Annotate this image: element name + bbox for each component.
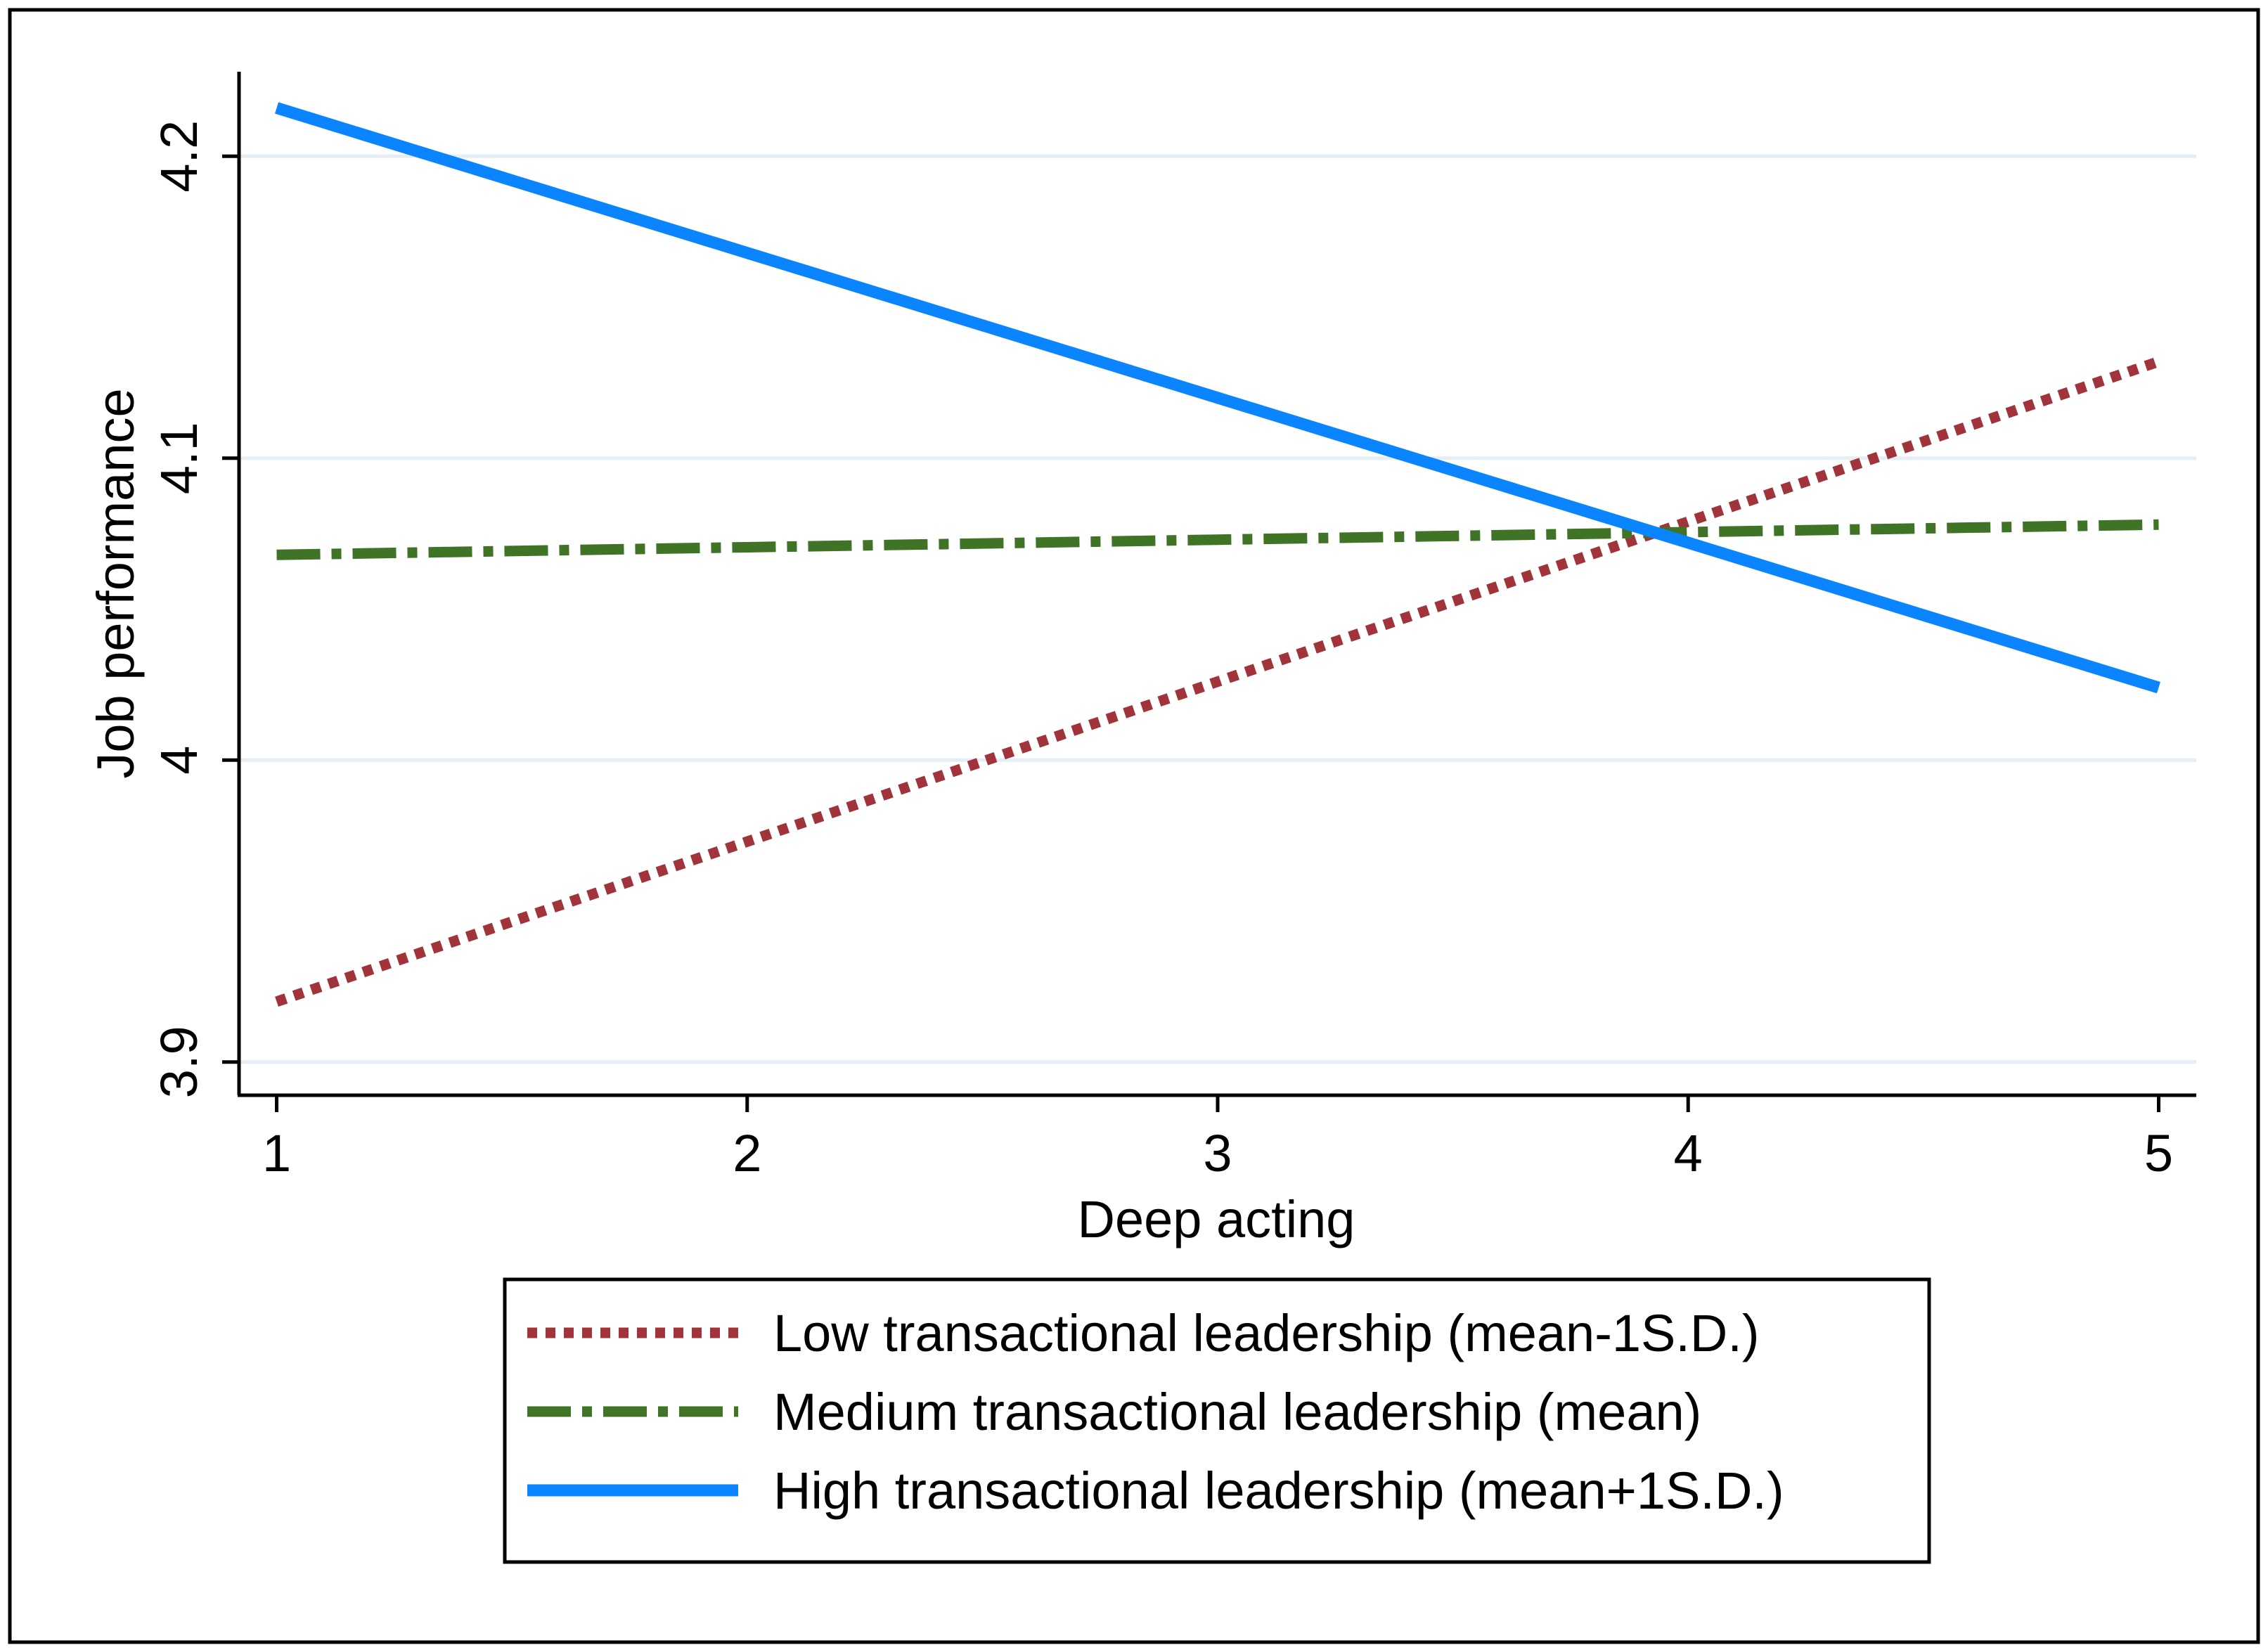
legend-label-3: High transactional leadership (mean+1S.D… xyxy=(773,1461,1784,1520)
series-line-3 xyxy=(275,102,2160,694)
legend: Low transactional leadership (mean-1S.D.… xyxy=(503,1277,1931,1564)
series-layer xyxy=(275,102,2160,1007)
y-axis-title: Job performance xyxy=(86,388,145,778)
legend-label-1: Low transactional leadership (mean-1S.D.… xyxy=(773,1304,1760,1362)
x-tick-label: 4 xyxy=(1674,1124,1703,1182)
x-axis-title: Deep acting xyxy=(1078,1190,1355,1248)
tick-layer: 3.9 4 4.1 4.2 1 2 3 4 5 xyxy=(150,120,2173,1182)
y-tick-label: 4.2 xyxy=(150,120,208,193)
x-tick-label: 5 xyxy=(2144,1124,2173,1182)
legend-label-2: Medium transactional leadership (mean) xyxy=(773,1383,1701,1441)
legend-box xyxy=(503,1277,1931,1564)
x-tick-label: 1 xyxy=(262,1124,291,1182)
x-tick-label: 3 xyxy=(1203,1124,1232,1182)
y-tick-label: 3.9 xyxy=(150,1026,208,1098)
x-tick-label: 2 xyxy=(733,1124,761,1182)
series-line-1 xyxy=(275,356,2160,1007)
y-tick-label: 4 xyxy=(150,746,208,775)
y-tick-label: 4.1 xyxy=(150,422,208,494)
grid-layer xyxy=(239,154,2196,1064)
series-line-2 xyxy=(276,519,2159,560)
legend-items: Low transactional leadership (mean-1S.D.… xyxy=(527,1304,1784,1520)
